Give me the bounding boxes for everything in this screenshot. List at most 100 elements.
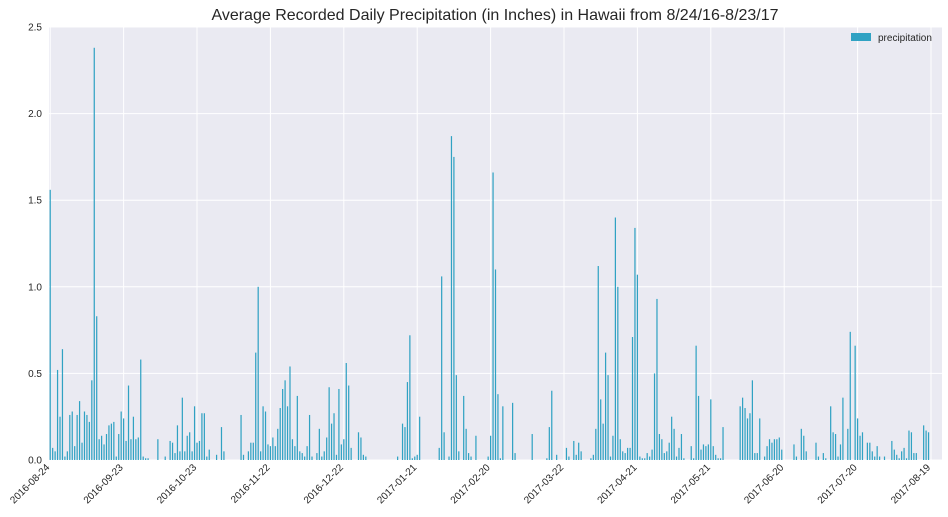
precipitation-bar: [602, 423, 604, 460]
precipitation-bar: [759, 418, 761, 460]
precipitation-bar: [693, 458, 695, 460]
precipitation-bar: [443, 432, 445, 460]
precipitation-bars: [49, 47, 930, 461]
precipitation-bar: [913, 453, 915, 460]
y-tick-labels: 0.0 0.5 1.0 1.5 2.0 2.5: [28, 23, 42, 467]
x-tick-label: 2017-06-20: [742, 462, 786, 506]
precipitation-bar: [898, 458, 900, 460]
precipitation-bar: [142, 456, 144, 460]
precipitation-bar: [590, 458, 592, 460]
precipitation-bar: [164, 456, 166, 460]
precipitation-bar: [871, 451, 873, 460]
precipitation-bar: [419, 416, 421, 460]
precipitation-bar: [715, 454, 717, 460]
precipitation-bar: [869, 442, 871, 460]
precipitation-bar: [140, 359, 142, 460]
precipitation-bar: [284, 380, 286, 460]
precipitation-bar: [800, 428, 802, 460]
precipitation-bar: [189, 432, 191, 460]
precipitation-bar: [103, 444, 105, 460]
precipitation-bar: [458, 451, 460, 460]
precipitation-bar: [661, 439, 663, 460]
precipitation-bar: [135, 439, 137, 460]
precipitation-bar: [49, 189, 51, 461]
precipitation-bar: [203, 413, 205, 460]
precipitation-bar: [120, 411, 122, 460]
precipitation-bar: [125, 440, 127, 460]
precipitation-bar: [93, 47, 95, 461]
precipitation-bar: [631, 337, 634, 460]
precipitation-bar: [264, 411, 267, 460]
precipitation-bar: [296, 395, 298, 460]
precipitation-bar: [565, 447, 568, 460]
precipitation-bar: [414, 456, 416, 460]
precipitation-bar: [592, 454, 594, 460]
precipitation-bar: [127, 385, 130, 460]
precipitation-bar: [658, 434, 661, 460]
precipitation-bar: [294, 446, 296, 460]
y-tick-label: 2.0: [28, 109, 42, 120]
precipitation-bar: [289, 366, 291, 460]
precipitation-bar: [137, 437, 139, 460]
precipitation-bar: [318, 428, 320, 460]
precipitation-bar: [678, 447, 680, 460]
precipitation-bar: [321, 456, 323, 460]
precipitation-bar: [653, 373, 656, 460]
x-tick-label: 2016-10-23: [155, 462, 199, 506]
precipitation-bar: [475, 435, 477, 460]
precipitation-bar: [644, 458, 646, 460]
precipitation-bar: [910, 432, 913, 460]
precipitation-bar: [333, 413, 335, 460]
x-tick-label: 2017-02-20: [449, 462, 493, 506]
precipitation-bar: [744, 408, 746, 460]
precipitation-bar: [607, 375, 609, 460]
precipitation-bar: [556, 454, 558, 460]
precipitation-bar: [269, 446, 272, 460]
y-tick-label: 1.0: [28, 282, 42, 293]
precipitation-bar: [641, 458, 643, 460]
precipitation-bar: [465, 428, 467, 460]
precipitation-bar: [683, 458, 685, 460]
precipitation-bar: [891, 440, 893, 460]
precipitation-bar: [179, 451, 181, 460]
precipitation-bar: [299, 451, 301, 460]
precipitation-bar: [308, 414, 311, 460]
precipitation-bar: [335, 454, 338, 460]
precipitation-bar: [467, 453, 470, 460]
precipitation-bar: [756, 453, 758, 460]
precipitation-bar: [193, 406, 196, 460]
precipitation-bar: [448, 456, 450, 460]
precipitation-bar: [908, 430, 910, 460]
x-tick-label: 2017-03-22: [522, 462, 566, 506]
precipitation-bar: [174, 453, 176, 460]
precipitation-bar: [365, 456, 367, 460]
precipitation-bar: [746, 418, 749, 460]
precipitation-bar: [719, 458, 722, 460]
precipitation-bar: [766, 446, 768, 460]
y-tick-label: 2.5: [28, 23, 42, 34]
precipitation-bar: [805, 451, 807, 460]
precipitation-bar: [130, 439, 132, 460]
precipitation-bar: [722, 427, 724, 460]
precipitation-bar: [803, 435, 805, 460]
precipitation-bar: [257, 286, 259, 460]
precipitation-bar: [145, 458, 147, 460]
precipitation-bar: [348, 385, 350, 460]
precipitation-bar: [81, 442, 83, 460]
precipitation-bar: [771, 442, 773, 460]
precipitation-bar: [751, 380, 754, 460]
precipitation-bar: [876, 446, 878, 460]
precipitation-bar: [291, 439, 294, 460]
precipitation-bar: [201, 413, 203, 460]
precipitation-bar: [600, 399, 602, 460]
precipitation-bar: [695, 345, 697, 460]
precipitation-bar: [184, 451, 186, 460]
precipitation-bar: [74, 446, 76, 460]
precipitation-bar: [411, 458, 413, 460]
precipitation-bar: [622, 451, 624, 460]
precipitation-bar: [157, 439, 159, 460]
precipitation-bar: [705, 446, 707, 460]
precipitation-bar: [86, 414, 88, 460]
x-tick-label: 2016-09-23: [82, 462, 126, 506]
